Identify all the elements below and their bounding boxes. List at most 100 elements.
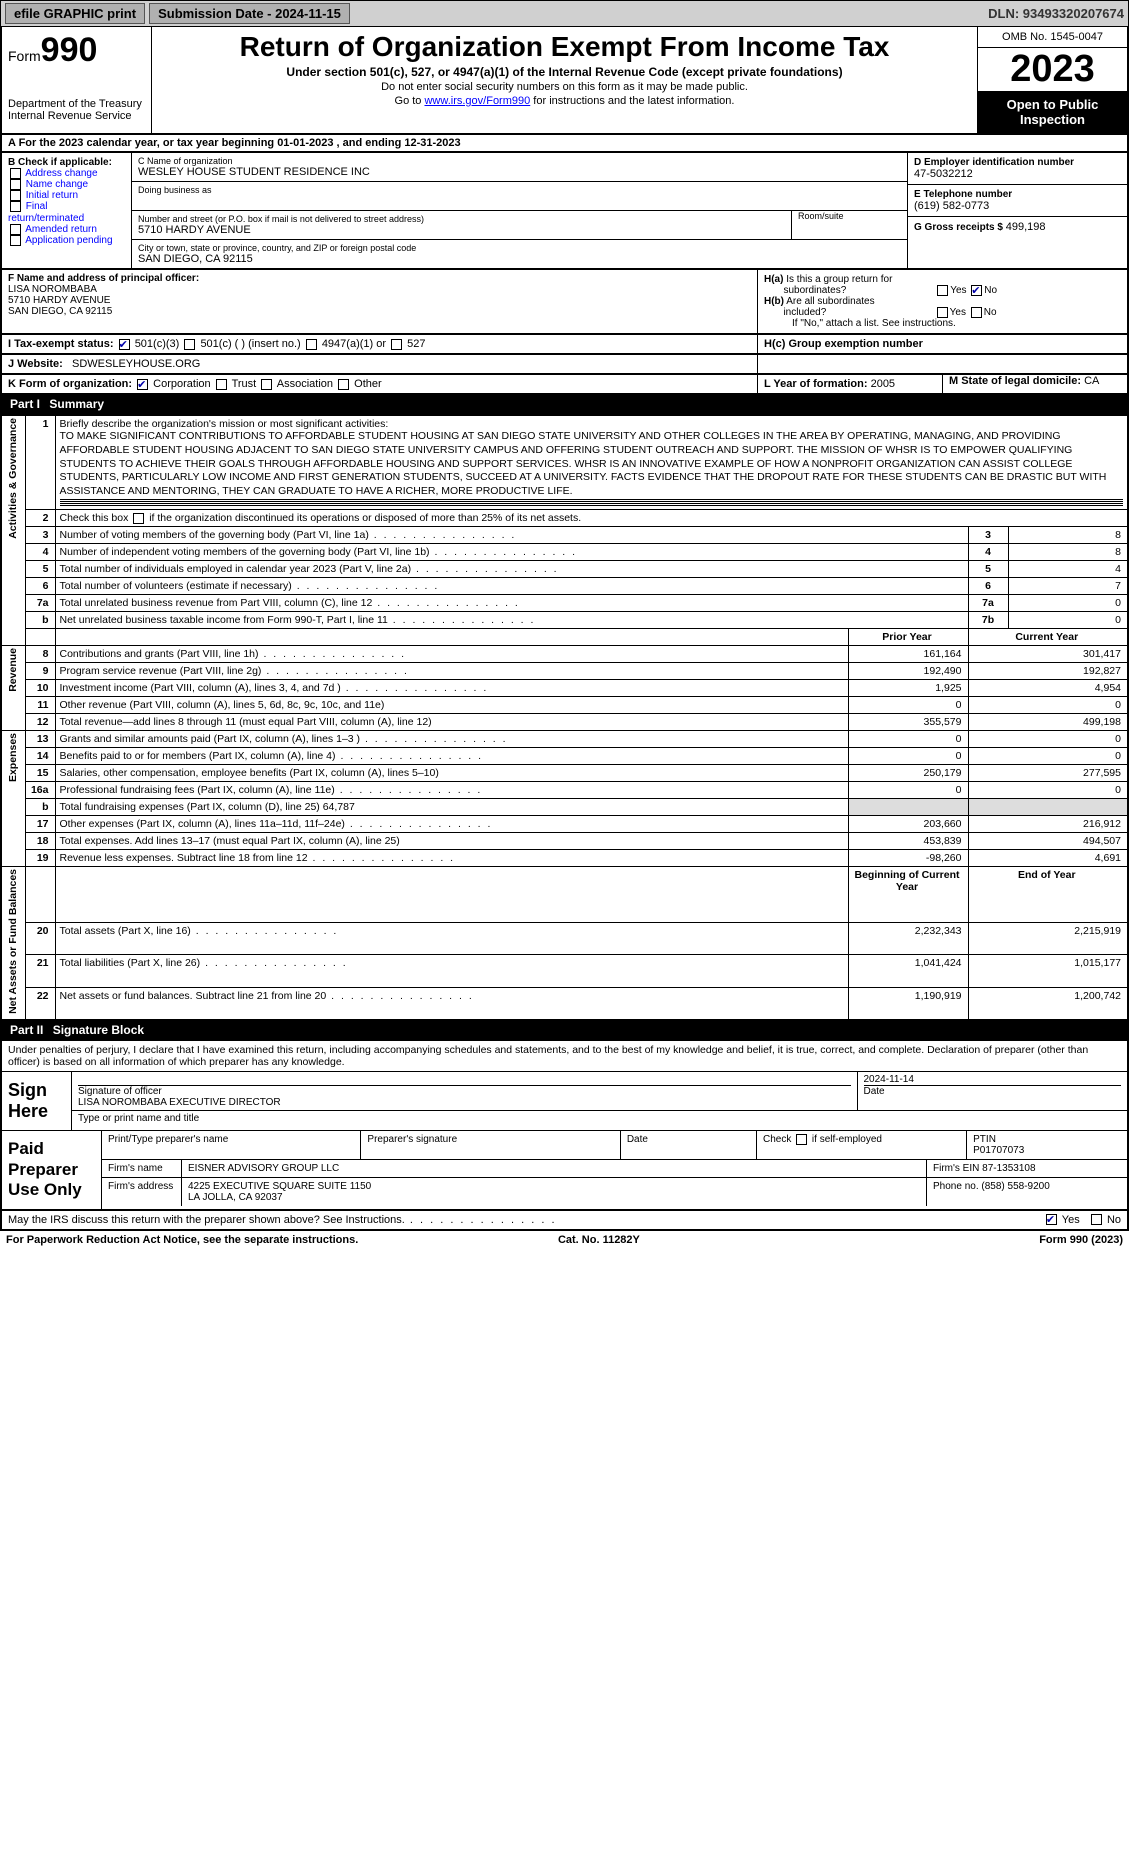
street-address: 5710 HARDY AVENUE bbox=[138, 224, 785, 236]
form-footer: Form 990 (2023) bbox=[1039, 1234, 1123, 1246]
perjury-statement: Under penalties of perjury, I declare th… bbox=[2, 1041, 1127, 1072]
j-label: J Website: bbox=[8, 358, 63, 370]
ein-label: D Employer identification number bbox=[914, 157, 1121, 168]
f-label: F Name and address of principal officer: bbox=[8, 273, 751, 284]
begin-year-header: Beginning of Current Year bbox=[848, 867, 968, 922]
chk-4947[interactable] bbox=[306, 339, 317, 350]
form-label: Form bbox=[8, 48, 41, 64]
mission-text: TO MAKE SIGNIFICANT CONTRIBUTIONS TO AFF… bbox=[60, 430, 1124, 498]
prep-sig-label: Preparer's signature bbox=[361, 1131, 620, 1159]
prep-date-label: Date bbox=[621, 1131, 757, 1159]
k-label: K Form of organization: bbox=[8, 378, 132, 390]
chk-trust[interactable] bbox=[216, 379, 227, 390]
officer-addr1: 5710 HARDY AVENUE bbox=[8, 295, 751, 306]
hb-no-checkbox[interactable] bbox=[971, 307, 982, 318]
hb-label: H(b) Are all subordinates included? Yes … bbox=[764, 296, 1121, 318]
date-label: Date bbox=[864, 1086, 885, 1097]
row-a: A For the 2023 calendar year, or tax yea… bbox=[0, 135, 1129, 153]
open-public: Open to Public Inspection bbox=[978, 91, 1127, 133]
end-year-header: End of Year bbox=[968, 867, 1128, 922]
b-label: B Check if applicable: bbox=[8, 157, 125, 168]
m-label: M State of legal domicile: bbox=[949, 375, 1081, 387]
ptin: P01707073 bbox=[973, 1145, 1024, 1156]
chk-initial-return[interactable]: Initial return bbox=[8, 190, 125, 201]
chk-corporation[interactable] bbox=[137, 379, 148, 390]
l2: Check this box if the organization disco… bbox=[55, 510, 1128, 527]
firm-phone: (858) 558-9200 bbox=[981, 1181, 1049, 1192]
ha-no-checkbox[interactable] bbox=[971, 285, 982, 296]
self-employed-check: Check if self-employed bbox=[757, 1131, 967, 1159]
phone-label: Phone no. bbox=[933, 1181, 979, 1192]
telephone: (619) 582-0773 bbox=[914, 200, 1121, 212]
firm-addr1: 4225 EXECUTIVE SQUARE SUITE 1150 bbox=[188, 1181, 371, 1192]
topbar: efile GRAPHIC print Submission Date - 20… bbox=[0, 0, 1129, 27]
form-subtitle: Under section 501(c), 527, or 4947(a)(1)… bbox=[156, 65, 973, 79]
sig-officer-label: Signature of officer bbox=[78, 1086, 162, 1097]
irs: Internal Revenue Service bbox=[8, 110, 145, 122]
officer-addr2: SAN DIEGO, CA 92115 bbox=[8, 306, 751, 317]
ptin-label: PTIN bbox=[973, 1134, 996, 1145]
ha-label: H(a) Is this a group return for subordin… bbox=[764, 274, 1121, 296]
signature-date: 2024-11-14 bbox=[864, 1074, 914, 1085]
year-formation: 2005 bbox=[871, 378, 895, 390]
chk-501c[interactable] bbox=[184, 339, 195, 350]
sign-here-label: Sign Here bbox=[2, 1072, 72, 1130]
dept-treasury: Department of the Treasury bbox=[8, 98, 145, 110]
firm-addr-label: Firm's address bbox=[102, 1178, 182, 1206]
form-header: Form990 Department of the Treasury Inter… bbox=[0, 27, 1129, 135]
ein: 47-5032212 bbox=[914, 168, 1121, 180]
discuss-no-checkbox[interactable] bbox=[1091, 1214, 1102, 1225]
discuss-label: May the IRS discuss this return with the… bbox=[8, 1214, 557, 1226]
l1-label: Briefly describe the organization's miss… bbox=[60, 418, 1124, 430]
part1-header: Part I Summary bbox=[0, 395, 1129, 415]
chk-name-change[interactable]: Name change bbox=[8, 179, 125, 190]
chk-other[interactable] bbox=[338, 379, 349, 390]
irs-link[interactable]: www.irs.gov/Form990 bbox=[424, 95, 530, 107]
chk-527[interactable] bbox=[391, 339, 402, 350]
addr-label: Number and street (or P.O. box if mail i… bbox=[138, 214, 785, 224]
section-bcd: B Check if applicable: Address change Na… bbox=[0, 153, 1129, 270]
gross-receipts: 499,198 bbox=[1006, 221, 1046, 233]
form-number: 990 bbox=[41, 31, 98, 69]
chk-501c3[interactable] bbox=[119, 339, 130, 350]
state-domicile: CA bbox=[1084, 375, 1099, 387]
chk-address-change[interactable]: Address change bbox=[8, 168, 125, 179]
gross-label: G Gross receipts $ bbox=[914, 222, 1003, 233]
hc-label: H(c) Group exemption number bbox=[764, 338, 923, 350]
footer: For Paperwork Reduction Act Notice, see … bbox=[0, 1231, 1129, 1249]
hb-yes-checkbox[interactable] bbox=[937, 307, 948, 318]
side-exp: Expenses bbox=[7, 733, 19, 782]
chk-amended-return[interactable]: Amended return bbox=[8, 224, 125, 235]
dln: DLN: 93493320207674 bbox=[988, 6, 1124, 21]
discuss-yes-checkbox[interactable] bbox=[1046, 1214, 1057, 1225]
cat-no: Cat. No. 11282Y bbox=[558, 1234, 640, 1246]
firm-name-label: Firm's name bbox=[102, 1160, 182, 1177]
chk-application-pending[interactable]: Application pending bbox=[8, 235, 125, 246]
ha-yes-checkbox[interactable] bbox=[937, 285, 948, 296]
chk-final-return[interactable]: Final return/terminated bbox=[8, 201, 125, 223]
ssn-note: Do not enter social security numbers on … bbox=[156, 81, 973, 93]
current-year-header: Current Year bbox=[968, 629, 1128, 646]
dba-label: Doing business as bbox=[138, 185, 901, 195]
officer-name: LISA NOROMBABA bbox=[8, 284, 751, 295]
paid-preparer-label: Paid Preparer Use Only bbox=[2, 1131, 102, 1208]
city-label: City or town, state or province, country… bbox=[138, 243, 901, 253]
i-label: I Tax-exempt status: bbox=[8, 338, 114, 350]
city-state-zip: SAN DIEGO, CA 92115 bbox=[138, 253, 901, 265]
form-title: Return of Organization Exempt From Incom… bbox=[156, 31, 973, 63]
discuss-row: May the IRS discuss this return with the… bbox=[0, 1211, 1129, 1231]
l-label: L Year of formation: bbox=[764, 378, 868, 390]
hb-note: If "No," attach a list. See instructions… bbox=[764, 318, 1121, 329]
firm-ein-label: Firm's EIN bbox=[933, 1163, 979, 1174]
summary-table: Activities & Governance 1 Briefly descri… bbox=[0, 415, 1129, 1021]
efile-print-button[interactable]: efile GRAPHIC print bbox=[5, 3, 145, 24]
org-name: WESLEY HOUSE STUDENT RESIDENCE INC bbox=[138, 166, 901, 178]
chk-association[interactable] bbox=[261, 379, 272, 390]
firm-addr2: LA JOLLA, CA 92037 bbox=[188, 1192, 283, 1203]
suite-label: Room/suite bbox=[798, 211, 895, 221]
omb-number: OMB No. 1545-0047 bbox=[978, 27, 1127, 48]
chk-discontinued[interactable] bbox=[133, 513, 144, 524]
pra-notice: For Paperwork Reduction Act Notice, see … bbox=[6, 1234, 358, 1246]
c-name-label: C Name of organization bbox=[138, 156, 901, 166]
type-name-label: Type or print name and title bbox=[78, 1113, 199, 1124]
